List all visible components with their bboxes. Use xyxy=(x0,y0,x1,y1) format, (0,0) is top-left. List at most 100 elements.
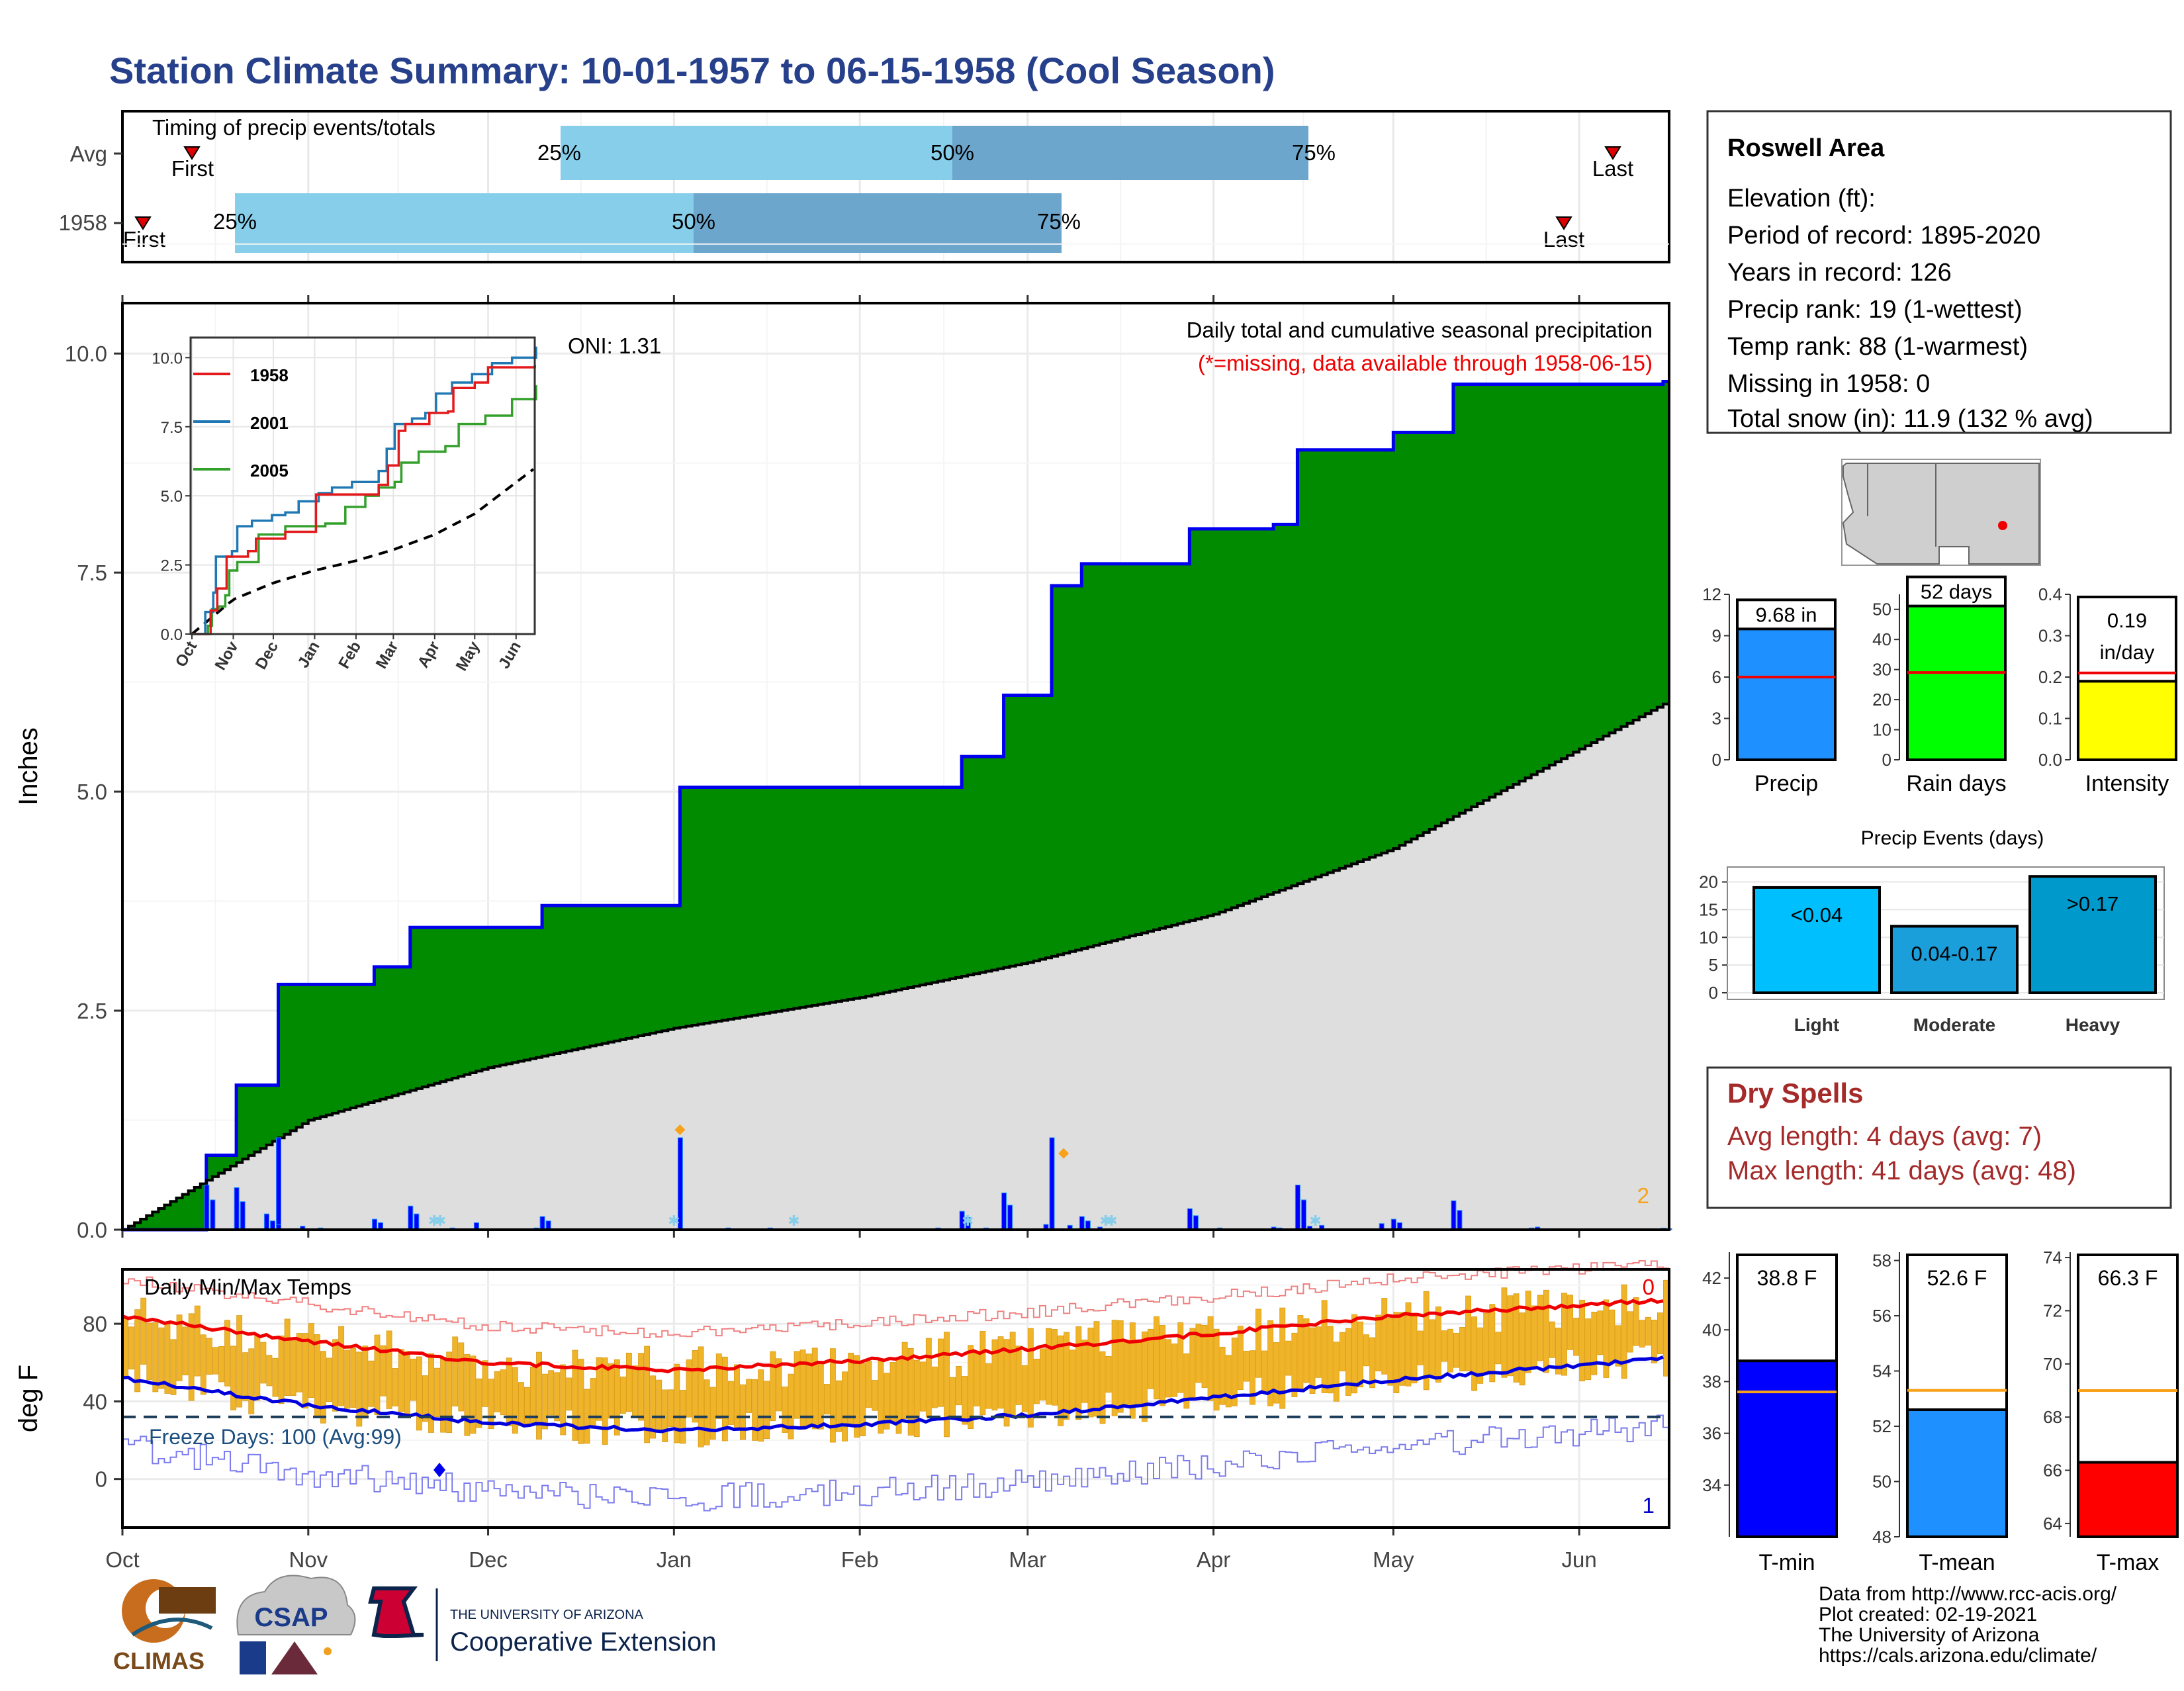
temp-stat-tick: 50 xyxy=(1872,1472,1891,1492)
daily-temp-bar xyxy=(536,1351,542,1440)
timing-row-avg: Avg xyxy=(70,142,107,166)
daily-temp-bar xyxy=(1597,1310,1604,1355)
daily-temp-bar xyxy=(1447,1328,1453,1373)
daily-temp-bar xyxy=(709,1387,716,1440)
daily-temp-bar xyxy=(901,1342,908,1420)
climas-wordmark: CLIMAS xyxy=(113,1647,205,1674)
daily-temp-bar xyxy=(1441,1330,1447,1362)
month-tick: Mar xyxy=(1009,1547,1046,1572)
events-y-tick: 10 xyxy=(1699,927,1718,947)
snow-marker: ✱ xyxy=(1099,1212,1111,1229)
daily-temp-bar xyxy=(440,1357,447,1433)
daily-temp-bar xyxy=(1567,1295,1573,1350)
daily-temp-bar xyxy=(212,1347,218,1375)
temp-stat-tick: 64 xyxy=(2043,1514,2062,1533)
daily-temp-bar xyxy=(302,1333,308,1409)
daily-temp-bar xyxy=(500,1369,506,1416)
daily-temp-bar xyxy=(1339,1332,1345,1371)
daily-temp-bar xyxy=(817,1363,824,1430)
daily-temp-bar xyxy=(1387,1317,1394,1386)
daily-temp-bar xyxy=(566,1377,572,1411)
location-map xyxy=(1841,459,2041,566)
daily-temp-bar xyxy=(1591,1311,1598,1375)
daily-temp-bar xyxy=(1501,1287,1508,1378)
daily-temp-bar xyxy=(848,1352,854,1424)
daily-temp-bar xyxy=(823,1384,830,1415)
stat-bar-fill xyxy=(1736,625,1837,761)
daily-temp-bar xyxy=(1183,1353,1190,1409)
inset-y-tick: 5.0 xyxy=(161,488,183,506)
daily-temp-bar xyxy=(290,1338,296,1396)
daily-precip-bar xyxy=(240,1201,246,1230)
daily-temp-bar xyxy=(416,1356,422,1431)
avg-first-label: First xyxy=(171,156,214,181)
daily-temp-bar xyxy=(1285,1340,1292,1376)
csap-cloud xyxy=(236,1575,356,1635)
month-tick: Jun xyxy=(1562,1547,1597,1572)
daily-temp-range-bars xyxy=(122,1279,1669,1447)
month-axis: Oct Nov Dec Jan Feb Mar Apr May Jun xyxy=(105,1528,1597,1572)
temp-stat-tick: 42 xyxy=(1702,1268,1721,1288)
temp-stat-tick: 34 xyxy=(1702,1475,1721,1495)
daily-temp-bar xyxy=(194,1305,201,1377)
temp-stat-t-max: 64 66 68 70 72 74 66.3 F T-max xyxy=(2043,1248,2179,1575)
daily-temp-bar xyxy=(1081,1340,1088,1403)
inset-frame xyxy=(189,336,536,635)
daily-temp-bar xyxy=(1399,1312,1406,1386)
daily-precip-bar xyxy=(371,1218,377,1230)
precip-y-tick: 2.5 xyxy=(77,999,107,1023)
daily-temp-bar xyxy=(1435,1306,1441,1383)
inset-background xyxy=(191,338,535,634)
daily-temp-bar xyxy=(326,1357,332,1402)
stat-tick: 0.2 xyxy=(2038,667,2062,687)
temp-y-tick: 0 xyxy=(95,1467,107,1492)
daily-temp-bar xyxy=(1141,1331,1148,1422)
inset-2001-line xyxy=(192,346,537,635)
daily-precip-bar xyxy=(1300,1199,1306,1230)
daily-temp-bar xyxy=(1411,1313,1418,1384)
daily-temp-bar xyxy=(968,1345,974,1429)
daily-temp-bar xyxy=(488,1379,494,1430)
stat-value-unit: in/day xyxy=(2100,641,2155,664)
event-bar-light xyxy=(1752,886,1881,994)
daily-temp-bar xyxy=(1093,1321,1100,1417)
1958-last-marker xyxy=(1555,216,1572,230)
daily-temp-bar xyxy=(446,1351,453,1434)
daily-temp-bar xyxy=(1189,1328,1196,1398)
daily-temp-bar xyxy=(1111,1320,1118,1416)
temp-y-tick: 40 xyxy=(83,1389,107,1414)
daily-temp-bar xyxy=(919,1361,926,1412)
temp-stat-tick: 74 xyxy=(2043,1248,2062,1267)
daily-temp-bar xyxy=(698,1346,704,1447)
daily-temp-bar xyxy=(1003,1339,1010,1427)
event-bar-label: Light xyxy=(1794,1015,1839,1035)
daily-temp-bar xyxy=(788,1373,794,1440)
daily-temp-bar xyxy=(842,1371,848,1441)
daily-temp-bar xyxy=(1375,1314,1382,1372)
ua-logo: THE UNIVERSITY OF ARIZONA Cooperative Ex… xyxy=(368,1586,716,1661)
daily-temp-bar xyxy=(176,1314,183,1381)
daily-temp-bar xyxy=(1255,1308,1261,1378)
month-tick: May xyxy=(1373,1547,1414,1572)
ua-big-text: Cooperative Extension xyxy=(450,1627,716,1657)
precip-y-tick: 0.0 xyxy=(77,1218,107,1242)
dry-spells-max: Max length: 41 days (avg: 48) xyxy=(1727,1156,2076,1185)
precip-flag-marker xyxy=(1058,1148,1069,1159)
daily-temp-bar xyxy=(1231,1338,1238,1406)
temp-stat-tick: 68 xyxy=(2043,1407,2062,1427)
snow-marker: ✱ xyxy=(434,1212,446,1229)
daily-temp-bar xyxy=(350,1348,357,1408)
precip-missing-note: (*=missing, data available through 1958-… xyxy=(1198,351,1653,375)
daily-temp-bar xyxy=(476,1378,482,1428)
daily-precip-bar xyxy=(276,1137,282,1230)
event-bar-tag: 0.04-0.17 xyxy=(1911,942,1998,966)
temp-stat-label: T-min xyxy=(1759,1550,1815,1575)
daily-temp-bar xyxy=(494,1371,500,1412)
daily-temp-bar xyxy=(1327,1326,1334,1394)
daily-temp-bar xyxy=(560,1364,567,1436)
daily-temp-bar xyxy=(1160,1325,1166,1406)
month-tick: Nov xyxy=(289,1547,328,1572)
month-tick: Dec xyxy=(469,1547,508,1572)
